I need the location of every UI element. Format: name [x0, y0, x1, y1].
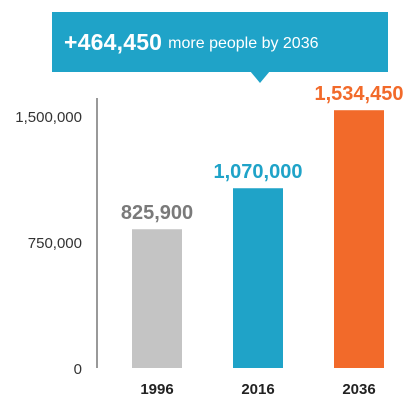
callout-value: +464,450 — [64, 28, 163, 55]
x-tick-label-2016: 2016 — [241, 381, 274, 398]
y-tick-label: 750,000 — [28, 235, 82, 252]
callout-pointer — [250, 71, 270, 83]
data-label-2036: 1,534,450 — [315, 83, 404, 105]
value-label-group: 825,900 1,070,000 1,534,450 — [121, 83, 404, 224]
bar-group — [132, 110, 384, 368]
bar-2036 — [334, 110, 384, 368]
y-tick-group: 0 750,000 1,500,000 — [15, 109, 82, 378]
x-tick-label-2036: 2036 — [342, 381, 375, 398]
callout-banner — [52, 12, 388, 72]
data-label-2016: 1,070,000 — [214, 161, 303, 183]
y-tick-label: 0 — [74, 361, 82, 378]
y-tick-label: 1,500,000 — [15, 109, 82, 126]
x-tick-group: 1996 2016 2036 — [140, 381, 375, 398]
bar-1996 — [132, 229, 182, 368]
data-label-1996: 825,900 — [121, 202, 193, 224]
callout-text: +464,450 more people by 2036 — [64, 20, 386, 64]
bar-2016 — [233, 188, 283, 368]
x-tick-label-1996: 1996 — [140, 381, 173, 398]
callout-caption: more people by 2036 — [168, 35, 319, 52]
